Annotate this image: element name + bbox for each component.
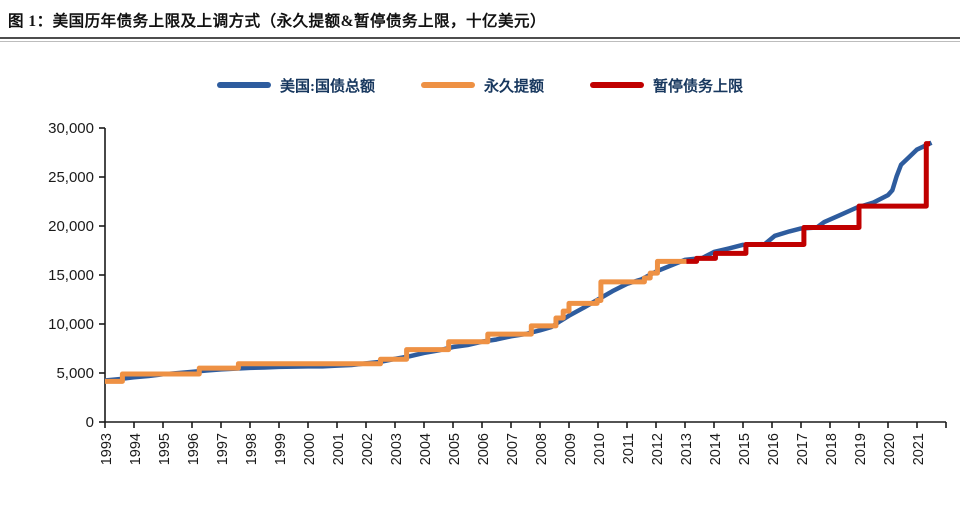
x-tick-label: 2021 <box>911 433 927 465</box>
x-tick-label: 2002 <box>360 433 376 465</box>
x-tick-label: 2009 <box>563 433 579 465</box>
y-tick-label: 0 <box>86 414 94 431</box>
figure-title: 图 1：美国历年债务上限及上调方式（永久提额&暂停债务上限，十亿美元） <box>8 13 547 30</box>
x-tick-label: 1998 <box>244 433 260 465</box>
x-tick-label: 2013 <box>679 433 695 465</box>
series-us-total-debt <box>104 140 933 383</box>
x-tick-label: 2014 <box>708 433 724 465</box>
legend-item-suspension: 暂停债务上限 <box>590 75 743 96</box>
x-tick-label: 2003 <box>389 433 405 465</box>
x-tick-label: 2007 <box>505 433 521 465</box>
x-tick-label: 2010 <box>592 433 608 465</box>
x-tick-label: 2004 <box>418 433 434 465</box>
legend-item-total-debt: 美国:国债总额 <box>216 75 375 96</box>
x-tick-label: 2016 <box>766 433 782 465</box>
legend-label-total-debt: 美国:国债总额 <box>279 78 375 95</box>
legend-swatch-total-debt-line <box>216 82 271 88</box>
legend-label-permanent-increase: 永久提额 <box>483 78 544 95</box>
y-tick-label: 5,000 <box>56 365 94 382</box>
x-tick-label: 2008 <box>534 433 550 465</box>
legend-label-suspension: 暂停债务上限 <box>653 78 744 95</box>
x-tick-label: 1994 <box>128 433 144 465</box>
legend-swatch-suspension-line <box>590 82 644 88</box>
series-permanent-increase <box>105 258 687 384</box>
legend-item-permanent-increase: 永久提额 <box>420 75 544 96</box>
x-tick-label: 2019 <box>853 433 869 465</box>
x-tick-label: 1995 <box>157 433 173 465</box>
legend-swatch-permanent-increase-line <box>420 82 475 88</box>
x-tick-label: 2011 <box>621 433 637 464</box>
x-tick-label: 1993 <box>99 433 115 465</box>
x-tick-label: 2005 <box>447 433 463 465</box>
x-tick-label: 2000 <box>302 433 318 465</box>
series-suspension <box>686 141 931 264</box>
x-tick-label: 2006 <box>476 433 492 465</box>
x-tick-label: 2020 <box>882 433 898 465</box>
y-tick-label: 25,000 <box>48 169 94 186</box>
title-divider <box>0 37 960 42</box>
x-tick-label: 2001 <box>331 433 347 465</box>
y-tick-label: 30,000 <box>48 120 94 137</box>
x-tick-label: 1999 <box>273 433 289 465</box>
x-tick-label: 1997 <box>215 433 231 465</box>
x-tick-label: 2017 <box>795 433 811 465</box>
x-tick-label: 2018 <box>824 433 840 465</box>
y-tick-label: 10,000 <box>48 316 94 333</box>
x-tick-label: 1996 <box>186 433 202 465</box>
x-tick-label: 2015 <box>737 433 753 465</box>
y-tick-label: 15,000 <box>48 267 94 284</box>
chart-axes <box>104 128 946 423</box>
x-axis-ticks: 1993 1994 1995 1996 1997 1998 1999 2000 2001 2002… <box>99 422 947 465</box>
chart-series <box>104 140 933 384</box>
y-tick-label: 20,000 <box>48 218 94 235</box>
chart-legend: 美国:国债总额 永久提额 暂停债务上限 <box>0 73 960 97</box>
y-axis-ticks: 0 5,000 10,000 15,000 20,000 25,000 30,000 <box>48 120 105 431</box>
x-tick-label: 2012 <box>650 433 666 465</box>
